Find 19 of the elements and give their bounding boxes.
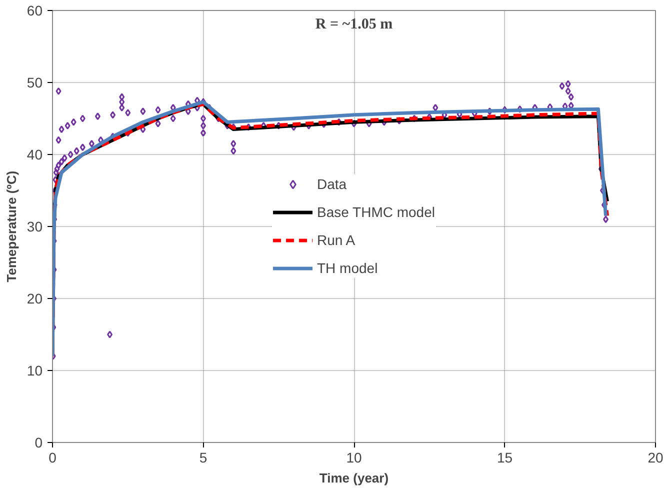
- legend-label: Data: [316, 176, 347, 192]
- x-tick-label: 0: [48, 450, 57, 466]
- legend-label: Base THMC model: [316, 204, 436, 220]
- y-tick-label: 60: [26, 2, 43, 18]
- x-axis-title: Time (year): [319, 470, 389, 486]
- y-tick-label: 0: [34, 434, 43, 450]
- legend-label: Run A: [316, 232, 356, 248]
- x-tick-label: 15: [496, 450, 513, 466]
- legend-label: TH model: [316, 260, 378, 276]
- x-tick-label: 20: [648, 450, 664, 466]
- y-axis-title: Temeperature (ºC): [4, 170, 19, 282]
- y-tick-label: 40: [26, 146, 43, 162]
- y-tick-label: 50: [26, 74, 43, 90]
- x-tick-label: 10: [346, 450, 362, 466]
- y-tick-label: 10: [26, 362, 43, 378]
- chart-title: R = ~1.05 m: [315, 16, 394, 32]
- x-tick-label: 5: [199, 450, 208, 466]
- y-tick-label: 30: [26, 218, 43, 234]
- y-tick-label: 20: [26, 290, 43, 306]
